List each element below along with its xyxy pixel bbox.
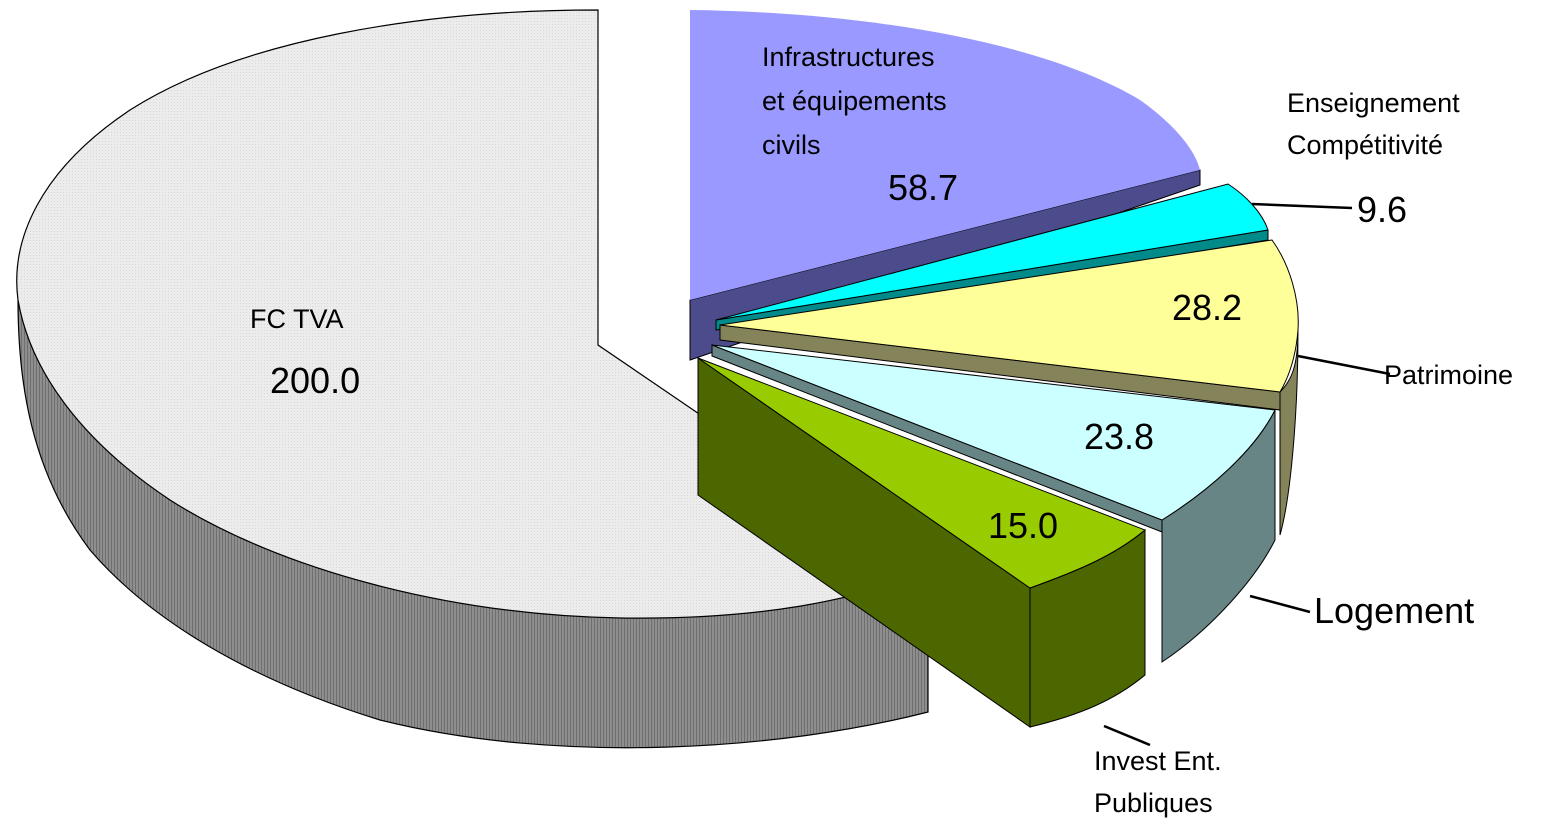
slice-logement [711,344,1276,663]
slice-infrastructures-top [690,10,1200,300]
slice-invest [697,357,1146,728]
leader-line-logement [1249,594,1311,614]
leader-lines [1103,202,1391,747]
leader-line-patrimoine [1297,354,1391,376]
leader-line-invest [1103,724,1151,747]
label-logement-value: 23.8 [1084,416,1154,457]
slice-invest-top [697,357,1146,589]
label-fc-tva-name: FC TVA [250,304,344,334]
slice-patrimoine-side [719,324,1299,536]
slice-logement-top [711,344,1276,521]
label-enseignement-name: Enseignement Compétitivité [1287,88,1460,160]
label-fc-tva-value: 200.0 [270,360,360,401]
label-logement-name: Logement [1314,590,1474,631]
label-infrastructures-name: Infrastructures et équipements civils [762,42,947,160]
label-patrimoine-value: 28.2 [1172,287,1242,328]
label-invest-value: 15.0 [988,505,1058,546]
label-enseignement-value: 9.6 [1357,189,1407,230]
slice-patrimoine-top [719,239,1299,393]
label-infrastructures-value: 58.7 [888,167,958,208]
label-patrimoine-name: Patrimoine [1384,360,1513,390]
labels: FC TVA 200.0 Infrastructures et équipemen… [250,42,1513,818]
leader-line-enseignement [1251,202,1353,210]
label-invest-name: Invest Ent. Publiques [1094,746,1222,818]
slice-patrimoine [719,239,1299,536]
